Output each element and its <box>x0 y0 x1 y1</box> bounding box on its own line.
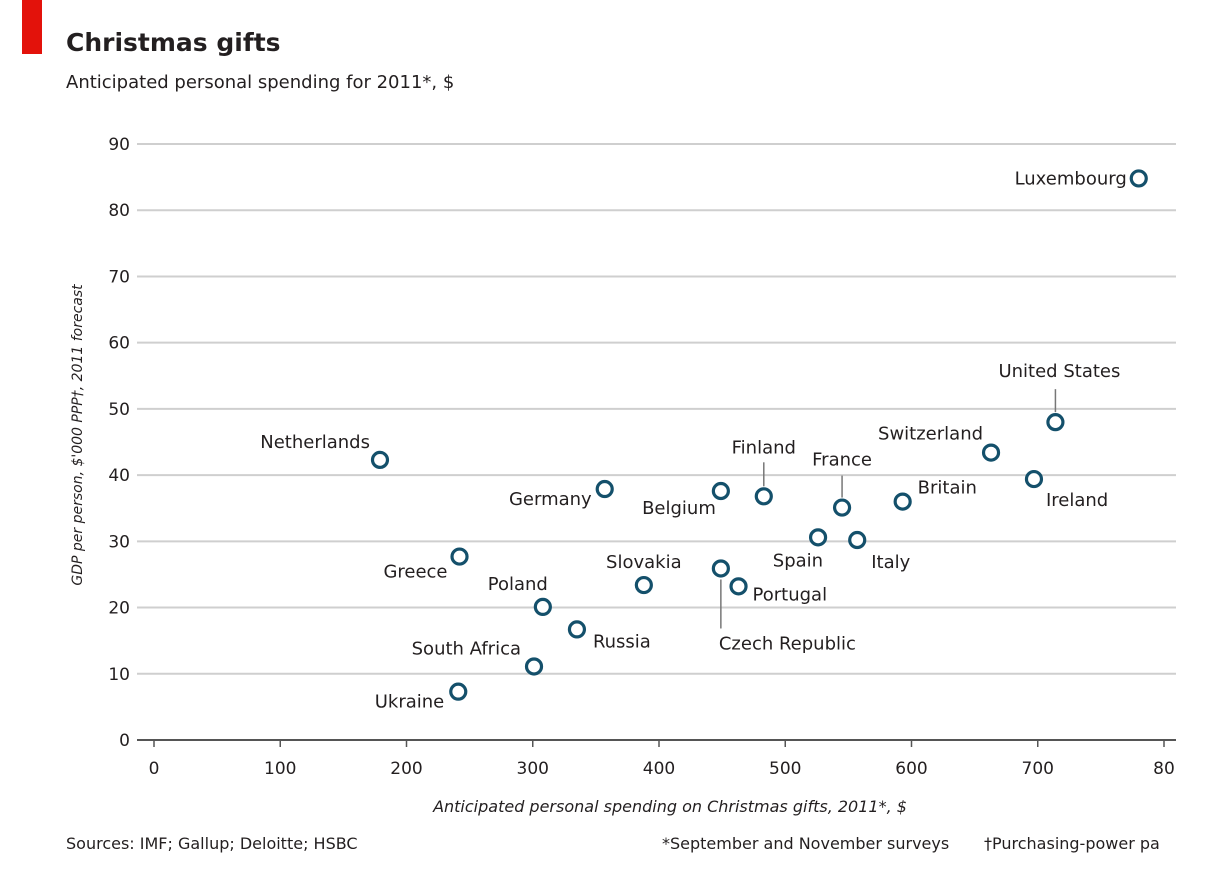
x-axis: 0 100 200 300 400 500 600 700 80 <box>137 739 1176 779</box>
data-point-marker <box>450 547 469 566</box>
ppp-footnote: †Purchasing-power pa <box>984 834 1160 853</box>
y-tick-label: 90 <box>108 135 130 155</box>
data-point-marker <box>848 530 867 550</box>
data-point-marker <box>1129 169 1148 188</box>
y-tick-label: 70 <box>108 267 130 287</box>
data-point-marker <box>711 481 730 501</box>
data-point-marker <box>893 492 912 511</box>
point-label: Czech Republic <box>719 633 856 654</box>
x-tick-label: 700 <box>1022 759 1054 779</box>
point-label: France <box>812 450 872 471</box>
x-tick-label: 200 <box>390 759 422 779</box>
leader-lines <box>720 389 1057 629</box>
y-axis-label: GDP per person, $'000 PPP†, 2011 forecas… <box>70 284 86 586</box>
data-point-marker <box>1046 413 1065 432</box>
point-label: Russia <box>593 631 651 652</box>
data-point-marker <box>808 528 828 547</box>
point-labels: Luxembourg United States Switzerland Irelan… <box>260 168 1126 712</box>
point-label: Portugal <box>753 584 828 605</box>
x-tick-label: 100 <box>264 759 296 779</box>
chart-subtitle: Anticipated personal spending for 2011*,… <box>66 72 455 93</box>
data-point-marker <box>981 443 1001 462</box>
point-label: Netherlands <box>260 432 370 453</box>
y-tick-label: 0 <box>119 731 130 751</box>
point-label: Spain <box>773 550 823 571</box>
x-tick-label: 600 <box>895 759 927 779</box>
data-point-marker <box>524 657 544 676</box>
sources-note: Sources: IMF; Gallup; Deloitte; HSBC <box>66 834 358 853</box>
survey-footnote: *September and November surveys <box>662 834 950 853</box>
y-tick-label: 60 <box>108 334 130 354</box>
x-tick-label: 400 <box>643 759 675 779</box>
y-tick-label: 40 <box>108 466 130 486</box>
data-point-marker <box>449 682 468 701</box>
data-point-marker <box>754 487 773 506</box>
y-tick-label: 10 <box>108 665 130 685</box>
data-point-marker <box>595 479 614 499</box>
point-label: Finland <box>732 437 796 458</box>
chart-title: Christmas gifts <box>66 28 281 57</box>
y-tick-label: 30 <box>108 532 130 552</box>
point-label: Germany <box>509 489 592 510</box>
point-label: Greece <box>383 562 447 583</box>
brand-red-tag <box>22 0 42 54</box>
x-tick-label: 80 <box>1153 759 1175 779</box>
point-label: Slovakia <box>606 552 682 573</box>
gridlines <box>137 143 1176 675</box>
y-tick-label: 80 <box>108 201 130 221</box>
data-point-marker <box>832 498 852 517</box>
data-point-marker <box>1024 469 1044 489</box>
x-tick-label: 500 <box>769 759 801 779</box>
point-label: United States <box>998 361 1120 382</box>
data-point-marker <box>533 597 552 616</box>
data-point-marker <box>634 575 653 595</box>
point-label: South Africa <box>412 638 521 659</box>
data-points <box>370 169 1148 701</box>
point-label: Ukraine <box>375 692 445 713</box>
point-label: Britain <box>918 478 977 499</box>
point-label: Poland <box>488 574 548 595</box>
y-tick-label: 20 <box>108 599 130 619</box>
x-tick-label: 0 <box>149 759 160 779</box>
data-point-marker <box>711 559 730 578</box>
point-label: Italy <box>871 552 910 573</box>
point-label: Switzerland <box>878 424 983 445</box>
data-point-marker <box>370 450 390 469</box>
x-tick-label: 300 <box>517 759 549 779</box>
data-point-marker <box>729 577 748 596</box>
point-label: Luxembourg <box>1015 168 1127 189</box>
y-axis: 0 10 20 30 40 50 60 70 80 90 <box>108 135 130 751</box>
y-tick-label: 50 <box>108 400 130 420</box>
point-label: Belgium <box>642 498 716 519</box>
data-point-marker <box>567 620 587 639</box>
x-axis-label: Anticipated personal spending on Christm… <box>432 797 907 816</box>
point-label: Ireland <box>1046 490 1108 511</box>
